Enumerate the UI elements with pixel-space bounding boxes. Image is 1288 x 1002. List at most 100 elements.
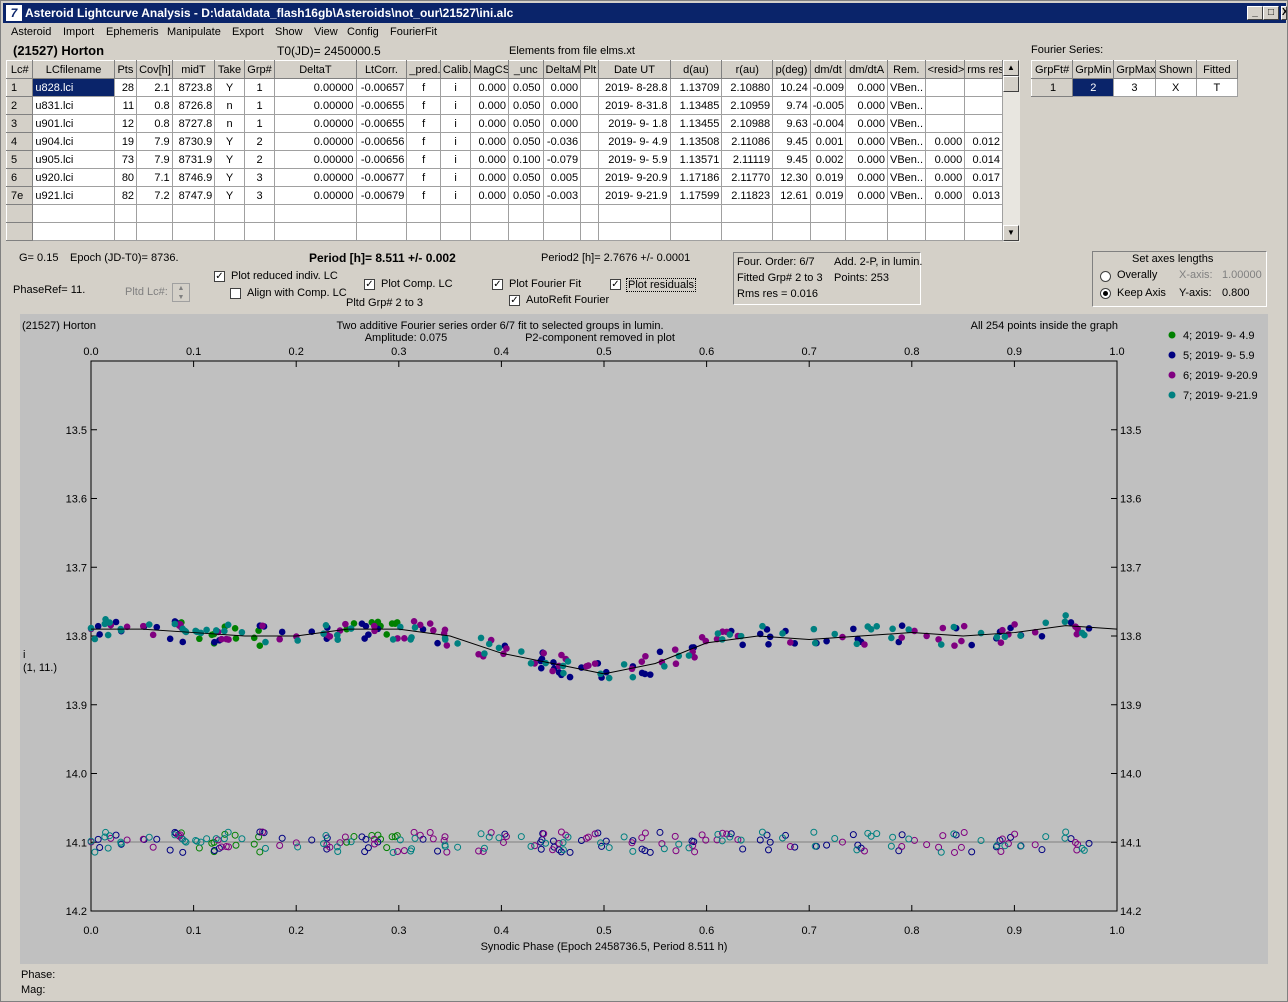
table-cell[interactable]: 0.001: [809, 132, 847, 151]
table-cell[interactable]: 12.30: [772, 168, 811, 187]
table-cell[interactable]: 2019- 9- 5.9: [598, 150, 671, 169]
table-cell[interactable]: 2: [243, 132, 276, 151]
table-cell[interactable]: [214, 204, 245, 223]
table-cell[interactable]: f: [406, 132, 441, 151]
table-cell[interactable]: 0.00000: [274, 96, 357, 115]
table-cell[interactable]: 0.000: [542, 96, 582, 115]
table-cell[interactable]: 7e: [5, 186, 34, 205]
table-cell[interactable]: [5, 204, 34, 223]
scroll-up-icon[interactable]: ▲: [1003, 60, 1019, 76]
table-cell[interactable]: 1.13455: [669, 114, 723, 133]
table-cell[interactable]: i: [439, 168, 472, 187]
table-cell[interactable]: 12: [113, 114, 138, 133]
table-cell[interactable]: 11: [113, 96, 138, 115]
col-header[interactable]: DeltaM: [542, 60, 582, 79]
table-cell[interactable]: [809, 222, 847, 241]
table-cell[interactable]: VBen..: [886, 114, 926, 133]
table-cell[interactable]: 0.050: [507, 132, 544, 151]
table-cell[interactable]: [580, 186, 600, 205]
table-cell[interactable]: 0.00000: [274, 132, 357, 151]
table-cell[interactable]: 73: [113, 150, 138, 169]
table-cell[interactable]: [964, 204, 1003, 223]
table-cell[interactable]: [274, 204, 357, 223]
table-cell[interactable]: 2019- 9- 4.9: [598, 132, 671, 151]
table-cell[interactable]: 2.1: [136, 78, 173, 97]
table-cell[interactable]: i: [439, 186, 472, 205]
col-header[interactable]: _pred.: [406, 60, 441, 79]
table-cell[interactable]: 0.000: [924, 168, 966, 187]
table-cell[interactable]: 0.019: [809, 186, 847, 205]
close-button[interactable]: X: [1281, 6, 1287, 20]
col-header[interactable]: _unc: [507, 60, 544, 79]
col-header[interactable]: Date UT: [598, 60, 671, 79]
table-cell[interactable]: Y: [214, 186, 245, 205]
table-cell[interactable]: 28: [113, 78, 138, 97]
table-cell[interactable]: [542, 204, 582, 223]
table-cell[interactable]: i: [439, 114, 472, 133]
table-cell[interactable]: [113, 204, 138, 223]
fourier-cell[interactable]: T: [1195, 78, 1239, 97]
table-cell[interactable]: 9.74: [772, 96, 811, 115]
table-cell[interactable]: [5, 222, 34, 241]
table-cell[interactable]: 1: [5, 78, 34, 97]
table-cell[interactable]: 0.100: [507, 150, 544, 169]
table-cell[interactable]: 8730.9: [171, 132, 216, 151]
table-cell[interactable]: [542, 222, 582, 241]
col-header[interactable]: p(deg): [772, 60, 811, 79]
table-cell[interactable]: 0.000: [470, 186, 509, 205]
table-cell[interactable]: 2019- 9-21.9: [598, 186, 671, 205]
table-cell[interactable]: 0.000: [845, 186, 888, 205]
table-cell[interactable]: [580, 114, 600, 133]
table-cell[interactable]: [924, 114, 966, 133]
table-cell[interactable]: -0.079: [542, 150, 582, 169]
col-header[interactable]: midT: [171, 60, 216, 79]
table-cell[interactable]: [669, 204, 723, 223]
table-cell[interactable]: f: [406, 78, 441, 97]
table-cell[interactable]: 0.000: [470, 150, 509, 169]
table-cell[interactable]: 0.8: [136, 114, 173, 133]
table-cell[interactable]: [171, 222, 216, 241]
menu-show[interactable]: Show: [275, 26, 303, 38]
y-axis-value[interactable]: 0.800: [1222, 287, 1250, 299]
table-cell[interactable]: [507, 204, 544, 223]
fourier-col-header[interactable]: GrpFt#: [1030, 60, 1074, 79]
table-cell[interactable]: u828.lci: [32, 78, 115, 97]
table-cell[interactable]: 3: [243, 168, 276, 187]
table-cell[interactable]: i: [439, 78, 472, 97]
fourier-col-header[interactable]: GrpMin: [1072, 60, 1115, 79]
table-cell[interactable]: n: [214, 96, 245, 115]
menu-import[interactable]: Import: [63, 26, 95, 38]
table-cell[interactable]: Y: [214, 168, 245, 187]
col-header[interactable]: LCfilename: [32, 60, 115, 79]
table-cell[interactable]: 12.61: [772, 186, 811, 205]
col-header[interactable]: r(au): [721, 60, 774, 79]
table-cell[interactable]: 7.2: [136, 186, 173, 205]
scroll-thumb[interactable]: [1003, 76, 1019, 92]
table-cell[interactable]: Y: [214, 78, 245, 97]
table-cell[interactable]: 2.11770: [721, 168, 774, 187]
table-cell[interactable]: 0.00000: [274, 168, 357, 187]
table-cell[interactable]: [964, 78, 1003, 97]
table-row[interactable]: 1 u828.lci 28 2.1 8723.8 Y 1 0.00000 -0.00657 f i 0…: [5, 78, 1003, 97]
fourier-col-header[interactable]: Fitted: [1195, 60, 1239, 79]
table-cell[interactable]: 0.000: [470, 114, 509, 133]
table-cell[interactable]: Y: [214, 132, 245, 151]
maximize-button[interactable]: □: [1263, 6, 1279, 20]
table-cell[interactable]: 2.10880: [721, 78, 774, 97]
menu-export[interactable]: Export: [232, 26, 264, 38]
table-cell[interactable]: 1.17599: [669, 186, 723, 205]
col-header[interactable]: LtCorr.: [355, 60, 408, 79]
table-cell[interactable]: -0.00679: [355, 186, 408, 205]
table-cell[interactable]: [243, 222, 276, 241]
fourier-col-header[interactable]: GrpMax: [1113, 60, 1156, 79]
table-cell[interactable]: 2.11119: [721, 150, 774, 169]
table-cell[interactable]: 19: [113, 132, 138, 151]
col-header[interactable]: Plt: [580, 60, 600, 79]
table-cell[interactable]: 0.000: [845, 96, 888, 115]
table-cell[interactable]: 7.1: [136, 168, 173, 187]
table-cell[interactable]: 1.13485: [669, 96, 723, 115]
lightcurve-table[interactable]: Lc# LCfilename Pts Cov[h] midT Take Grp# DeltaT…: [5, 60, 1003, 241]
table-cell[interactable]: i: [439, 132, 472, 151]
col-header[interactable]: Grp#: [243, 60, 276, 79]
